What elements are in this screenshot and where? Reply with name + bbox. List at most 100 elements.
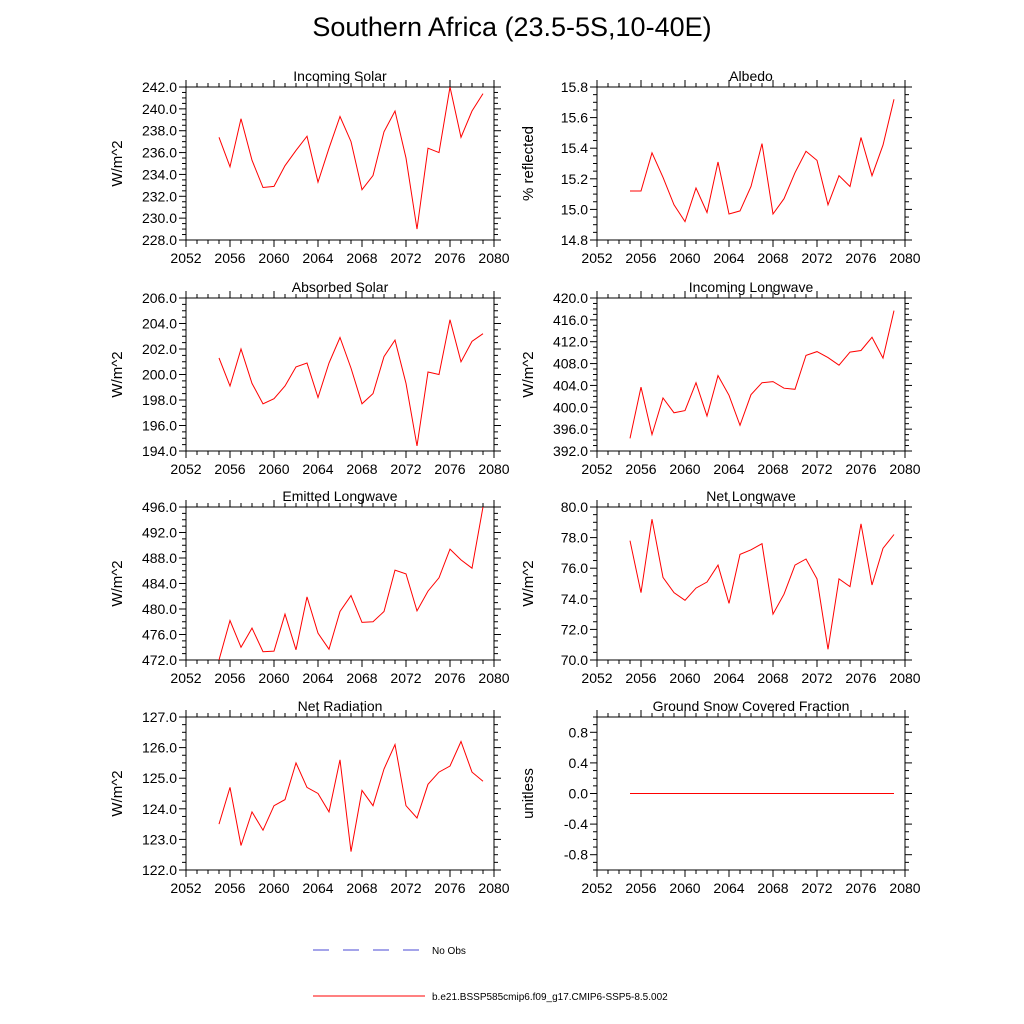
x-tick-label: 2052 — [170, 670, 201, 686]
series-line — [218, 319, 484, 446]
x-tick-label: 2080 — [478, 461, 509, 477]
plot-frame — [185, 297, 495, 452]
panel-title: Incoming Longwave — [689, 279, 814, 295]
y-tick-label: 420.0 — [553, 290, 588, 306]
x-tick-label: 2064 — [713, 880, 744, 896]
x-tick-label: 2052 — [170, 880, 201, 896]
y-tick-label: 396.0 — [553, 421, 588, 437]
x-tick-label: 2080 — [889, 250, 920, 266]
y-tick-label: 15.8 — [561, 79, 588, 95]
plot-frame — [185, 86, 495, 241]
y-tick-label: 204.0 — [142, 316, 177, 332]
y-tick-label: 14.8 — [561, 232, 588, 248]
y-tick-label: -0.4 — [564, 816, 588, 832]
x-tick-label: 2072 — [390, 461, 421, 477]
x-tick-label: 2060 — [258, 250, 289, 266]
x-tick-label: 2068 — [757, 250, 788, 266]
x-tick-label: 2056 — [214, 670, 245, 686]
x-tick-label: 2064 — [713, 670, 744, 686]
y-tick-label: 234.0 — [142, 166, 177, 182]
x-tick-label: 2076 — [845, 670, 876, 686]
x-tick-label: 2076 — [845, 250, 876, 266]
y-tick-label: 238.0 — [142, 123, 177, 139]
y-tick-label: 230.0 — [142, 210, 177, 226]
y-tick-label: 70.0 — [561, 652, 588, 668]
x-tick-label: 2072 — [390, 670, 421, 686]
x-tick-label: 2064 — [302, 880, 333, 896]
series-line — [218, 87, 484, 230]
x-tick-label: 2068 — [757, 880, 788, 896]
series-line — [629, 310, 895, 439]
y-axis-label: unitless — [520, 768, 537, 819]
panel-5: Emitted Longwave W/m^2 2052 2056 2060 2064 206… — [109, 488, 510, 686]
x-tick-label: 2064 — [713, 250, 744, 266]
series-line — [218, 740, 484, 852]
y-tick-label: 236.0 — [142, 145, 177, 161]
y-tick-label: 242.0 — [142, 79, 177, 95]
x-tick-label: 2056 — [214, 250, 245, 266]
x-tick-label: 2056 — [625, 880, 656, 896]
x-tick-label: 2060 — [258, 670, 289, 686]
x-tick-label: 2068 — [346, 250, 377, 266]
x-tick-label: 2072 — [390, 880, 421, 896]
y-axis-label: W/m^2 — [109, 140, 126, 186]
x-tick-label: 2056 — [214, 461, 245, 477]
y-tick-label: 15.0 — [561, 201, 588, 217]
x-tick-label: 2060 — [669, 250, 700, 266]
x-tick-label: 2080 — [889, 880, 920, 896]
y-tick-label: 72.0 — [561, 621, 588, 637]
y-tick-label: 392.0 — [553, 443, 588, 459]
x-tick-label: 2072 — [801, 880, 832, 896]
x-tick-label: 2056 — [625, 461, 656, 477]
y-tick-label: 404.0 — [553, 377, 588, 393]
x-tick-label: 2076 — [434, 461, 465, 477]
x-tick-label: 2068 — [346, 461, 377, 477]
y-tick-label: 200.0 — [142, 367, 177, 383]
legend-label-2: b.e21.BSSP585cmip6.f09_g17.CMIP6-SSP5-8.… — [432, 992, 668, 1003]
x-tick-label: 2076 — [845, 880, 876, 896]
x-tick-label: 2052 — [170, 250, 201, 266]
x-tick-label: 2080 — [478, 250, 509, 266]
y-tick-label: 476.0 — [142, 627, 177, 643]
y-axis-label: W/m^2 — [109, 351, 126, 397]
series-line — [630, 99, 895, 223]
y-tick-label: -0.8 — [564, 847, 588, 863]
panel-6: Net Longwave W/m^2 2052 2056 2060 2064 2068 207… — [520, 488, 921, 686]
y-axis-label: W/m^2 — [109, 770, 126, 816]
panel-title: Net Longwave — [706, 488, 796, 504]
y-tick-label: 496.0 — [142, 499, 177, 515]
y-tick-label: 412.0 — [553, 334, 588, 350]
y-tick-label: 206.0 — [142, 290, 177, 306]
x-tick-label: 2076 — [434, 250, 465, 266]
y-tick-label: 480.0 — [142, 601, 177, 617]
y-tick-label: 125.0 — [142, 770, 177, 786]
y-tick-label: 122.0 — [142, 862, 177, 878]
series-line — [629, 519, 895, 650]
y-tick-label: 124.0 — [142, 801, 177, 817]
y-tick-label: 228.0 — [142, 232, 177, 248]
y-tick-label: 127.0 — [142, 709, 177, 725]
x-tick-label: 2064 — [302, 250, 333, 266]
y-tick-label: 196.0 — [142, 418, 177, 434]
y-tick-label: 472.0 — [142, 652, 177, 668]
x-tick-label: 2060 — [669, 880, 700, 896]
y-tick-label: 15.2 — [561, 171, 588, 187]
x-tick-label: 2080 — [478, 670, 509, 686]
panel-title: Albedo — [729, 68, 773, 84]
panel-7: Net Radiation W/m^2 2052 2056 2060 2064 2068 20… — [109, 698, 510, 896]
x-tick-label: 2072 — [390, 250, 421, 266]
panel-title: Ground Snow Covered Fraction — [653, 698, 850, 714]
y-tick-label: 15.4 — [561, 140, 588, 156]
x-tick-label: 2064 — [302, 461, 333, 477]
x-tick-label: 2068 — [757, 461, 788, 477]
panel-title: Net Radiation — [298, 698, 383, 714]
panel-8: Ground Snow Covered Fraction unitless 2052… — [520, 698, 921, 896]
plot-frame — [185, 506, 495, 661]
plot-frame — [185, 716, 495, 871]
x-tick-label: 2052 — [581, 250, 612, 266]
y-axis-label: W/m^2 — [520, 560, 537, 606]
x-tick-label: 2064 — [713, 461, 744, 477]
y-tick-label: 416.0 — [553, 312, 588, 328]
y-tick-label: 488.0 — [142, 550, 177, 566]
x-tick-label: 2068 — [757, 670, 788, 686]
